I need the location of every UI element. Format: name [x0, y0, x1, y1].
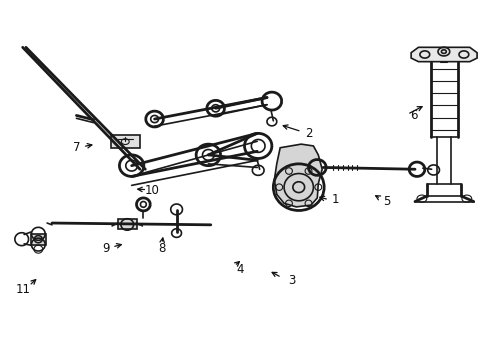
Text: 5: 5: [383, 195, 391, 208]
Text: 10: 10: [145, 184, 160, 197]
Text: 6: 6: [410, 109, 417, 122]
Text: 9: 9: [102, 242, 109, 255]
Polygon shape: [111, 135, 140, 148]
Polygon shape: [118, 220, 137, 229]
Text: 2: 2: [305, 127, 312, 140]
Polygon shape: [411, 47, 477, 62]
Polygon shape: [274, 144, 322, 207]
Text: 3: 3: [288, 274, 295, 287]
Text: 11: 11: [15, 283, 30, 296]
Polygon shape: [31, 234, 46, 244]
Text: 7: 7: [73, 141, 80, 154]
Text: 4: 4: [236, 263, 244, 276]
Text: 8: 8: [158, 242, 166, 255]
Text: 1: 1: [332, 193, 339, 206]
